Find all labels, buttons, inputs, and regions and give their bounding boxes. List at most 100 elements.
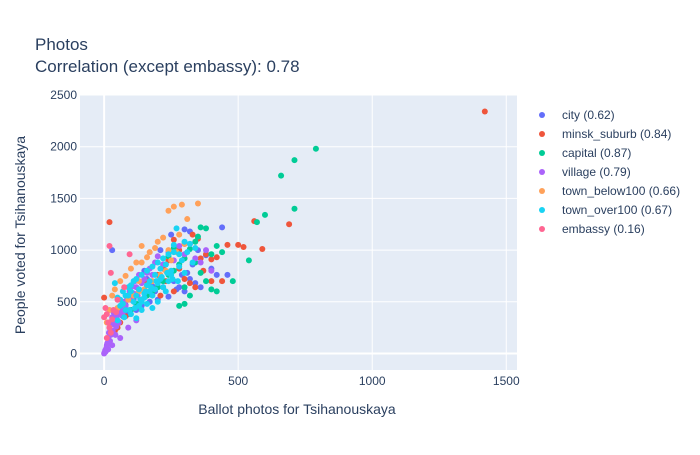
data-point[interactable] xyxy=(164,269,171,276)
data-point[interactable] xyxy=(261,211,268,218)
data-point[interactable] xyxy=(174,278,181,285)
data-point[interactable] xyxy=(181,300,188,307)
data-point[interactable] xyxy=(160,234,167,241)
data-point[interactable] xyxy=(186,280,193,287)
data-point[interactable] xyxy=(176,302,183,309)
data-point[interactable] xyxy=(208,251,215,258)
data-point[interactable] xyxy=(111,280,118,287)
data-point[interactable] xyxy=(170,236,177,243)
data-point[interactable] xyxy=(165,251,172,258)
data-point[interactable] xyxy=(176,242,183,249)
data-point[interactable] xyxy=(203,247,210,254)
data-point[interactable] xyxy=(125,292,132,299)
data-point[interactable] xyxy=(181,269,188,276)
data-point[interactable] xyxy=(103,344,110,351)
data-point[interactable] xyxy=(106,219,113,226)
data-point[interactable] xyxy=(144,267,151,274)
data-point[interactable] xyxy=(127,282,134,289)
data-point[interactable] xyxy=(102,348,109,355)
data-point[interactable] xyxy=(192,245,199,252)
data-point[interactable] xyxy=(121,284,128,291)
data-point[interactable] xyxy=(169,276,176,283)
data-point[interactable] xyxy=(197,269,204,276)
legend[interactable]: city (0.62) minsk_suburb (0.84) capital (0… xyxy=(539,108,680,236)
data-point[interactable] xyxy=(203,251,210,258)
data-point[interactable] xyxy=(168,257,175,264)
data-point[interactable] xyxy=(197,224,204,231)
data-point[interactable] xyxy=(113,309,120,316)
data-point[interactable] xyxy=(184,216,191,223)
data-point[interactable] xyxy=(160,255,167,262)
data-point[interactable] xyxy=(181,276,188,283)
data-point[interactable] xyxy=(149,292,156,299)
data-point[interactable] xyxy=(208,267,215,274)
data-point[interactable] xyxy=(126,307,133,314)
data-point[interactable] xyxy=(181,288,188,295)
data-point[interactable] xyxy=(126,251,133,258)
data-point[interactable] xyxy=(125,324,132,331)
data-point[interactable] xyxy=(138,242,145,249)
data-point[interactable] xyxy=(192,238,199,245)
data-point[interactable] xyxy=(107,329,114,336)
data-point[interactable] xyxy=(213,242,220,249)
data-point[interactable] xyxy=(192,280,199,287)
data-point[interactable] xyxy=(121,314,128,321)
data-point[interactable] xyxy=(144,254,151,261)
data-point[interactable] xyxy=(186,276,193,283)
data-point[interactable] xyxy=(170,249,177,256)
data-point[interactable] xyxy=(224,241,231,248)
legend-item[interactable]: minsk_suburb (0.84) xyxy=(539,127,671,141)
data-point[interactable] xyxy=(245,257,252,264)
data-point[interactable] xyxy=(213,271,220,278)
legend-item[interactable]: capital (0.87) xyxy=(539,146,631,160)
data-point[interactable] xyxy=(157,292,164,299)
data-point[interactable] xyxy=(138,271,145,278)
data-point[interactable] xyxy=(130,298,137,305)
data-point[interactable] xyxy=(137,296,144,303)
data-point[interactable] xyxy=(158,273,165,280)
data-point[interactable] xyxy=(170,203,177,210)
data-point[interactable] xyxy=(154,253,161,260)
data-point[interactable] xyxy=(240,243,247,250)
data-point[interactable] xyxy=(152,245,159,252)
data-point[interactable] xyxy=(165,293,172,300)
data-point[interactable] xyxy=(106,242,113,249)
data-point[interactable] xyxy=(101,294,108,301)
data-point[interactable] xyxy=(162,261,169,268)
data-point[interactable] xyxy=(286,221,293,228)
data-point[interactable] xyxy=(133,276,140,283)
data-point[interactable] xyxy=(133,259,140,266)
data-point[interactable] xyxy=(184,249,191,256)
data-point[interactable] xyxy=(114,296,121,303)
data-point[interactable] xyxy=(106,324,113,331)
data-point[interactable] xyxy=(142,288,149,295)
data-point[interactable] xyxy=(148,284,155,291)
data-point[interactable] xyxy=(103,334,110,341)
legend-item[interactable]: city (0.62) xyxy=(539,108,615,122)
data-point[interactable] xyxy=(149,304,156,311)
data-point[interactable] xyxy=(213,254,220,261)
data-point[interactable] xyxy=(146,249,153,256)
data-point[interactable] xyxy=(133,315,140,322)
data-point[interactable] xyxy=(186,240,193,247)
data-point[interactable] xyxy=(114,317,121,324)
data-point[interactable] xyxy=(229,278,236,285)
data-point[interactable] xyxy=(170,241,177,248)
data-point[interactable] xyxy=(178,201,185,208)
data-point[interactable] xyxy=(157,265,164,272)
data-point[interactable] xyxy=(109,292,116,299)
legend-item[interactable]: embassy (0.16) xyxy=(539,222,645,236)
data-point[interactable] xyxy=(181,284,188,291)
legend-item[interactable]: village (0.79) xyxy=(539,165,631,179)
data-point[interactable] xyxy=(291,205,298,212)
data-point[interactable] xyxy=(208,278,215,285)
data-point[interactable] xyxy=(122,272,129,279)
data-point[interactable] xyxy=(107,269,114,276)
data-point[interactable] xyxy=(152,271,159,278)
data-point[interactable] xyxy=(194,233,201,240)
data-point[interactable] xyxy=(213,288,220,295)
data-point[interactable] xyxy=(194,200,201,207)
data-point[interactable] xyxy=(170,288,177,295)
data-point[interactable] xyxy=(146,278,153,285)
data-point[interactable] xyxy=(208,286,215,293)
